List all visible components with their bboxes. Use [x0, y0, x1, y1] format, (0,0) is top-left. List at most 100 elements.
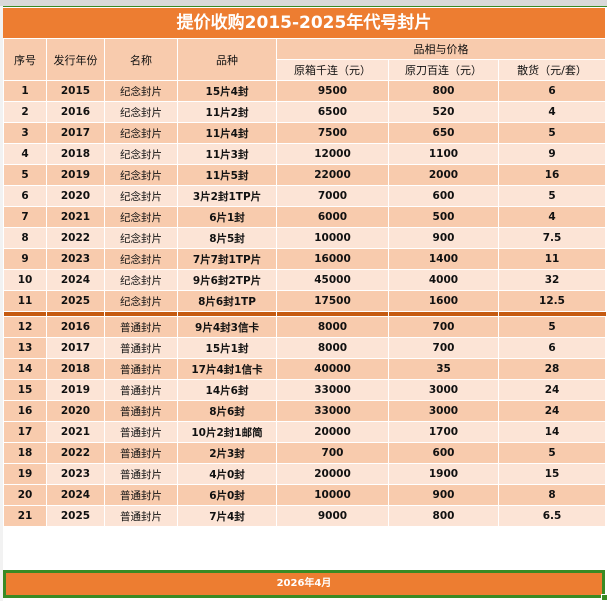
cell-name[interactable]: 纪念封片 — [104, 185, 178, 207]
cell-box-1000[interactable]: 7000 — [276, 185, 389, 207]
cell-box-1000[interactable]: 33000 — [276, 379, 389, 401]
footer-date-cell[interactable]: 2026年4月 — [3, 570, 605, 598]
cell-knife-100[interactable]: 500 — [388, 206, 499, 228]
cell-year[interactable]: 2019 — [46, 164, 105, 186]
cell-box-1000[interactable]: 9500 — [276, 80, 389, 102]
cell-index[interactable]: 3 — [3, 122, 47, 144]
cell-loose[interactable]: 15 — [497, 463, 607, 485]
cell-year[interactable]: 2025 — [46, 505, 105, 527]
cell-variety[interactable]: 6片1封 — [177, 206, 277, 228]
cell-knife-100[interactable]: 2000 — [388, 164, 499, 186]
cell-variety[interactable]: 11片5封 — [177, 164, 277, 186]
cell-knife-100[interactable]: 700 — [388, 316, 499, 338]
cell-year[interactable]: 2017 — [46, 337, 105, 359]
cell-index[interactable]: 7 — [3, 206, 47, 228]
cell-year[interactable]: 2016 — [46, 101, 105, 123]
cell-index[interactable]: 10 — [3, 269, 47, 291]
header-name[interactable]: 名称 — [104, 38, 178, 81]
cell-variety[interactable]: 2片3封 — [177, 442, 277, 464]
cell-variety[interactable]: 11片3封 — [177, 143, 277, 165]
cell-year[interactable]: 2018 — [46, 358, 105, 380]
header-year[interactable]: 发行年份 — [46, 38, 105, 81]
cell-name[interactable]: 纪念封片 — [104, 248, 178, 270]
cell-knife-100[interactable]: 1600 — [388, 290, 499, 312]
cell-year[interactable]: 2025 — [46, 290, 105, 312]
cell-knife-100[interactable]: 900 — [388, 227, 499, 249]
cell-variety[interactable]: 15片4封 — [177, 80, 277, 102]
cell-name[interactable]: 普通封片 — [104, 421, 178, 443]
cell-loose[interactable]: 24 — [497, 400, 607, 422]
cell-knife-100[interactable]: 700 — [388, 337, 499, 359]
cell-box-1000[interactable]: 8000 — [276, 316, 389, 338]
cell-box-1000[interactable]: 7500 — [276, 122, 389, 144]
cell-variety[interactable]: 9片4封3信卡 — [177, 316, 277, 338]
cell-box-1000[interactable]: 20000 — [276, 463, 389, 485]
cell-name[interactable]: 普通封片 — [104, 463, 178, 485]
cell-year[interactable]: 2024 — [46, 484, 105, 506]
cell-index[interactable]: 16 — [3, 400, 47, 422]
cell-knife-100[interactable]: 1100 — [388, 143, 499, 165]
header-variety[interactable]: 品种 — [177, 38, 277, 81]
cell-variety[interactable]: 8片5封 — [177, 227, 277, 249]
cell-box-1000[interactable]: 33000 — [276, 400, 389, 422]
cell-variety[interactable]: 11片4封 — [177, 122, 277, 144]
cell-year[interactable]: 2019 — [46, 379, 105, 401]
cell-name[interactable]: 普通封片 — [104, 358, 178, 380]
cell-name[interactable]: 纪念封片 — [104, 80, 178, 102]
header-group[interactable]: 品相与价格 — [275, 38, 607, 60]
cell-box-1000[interactable]: 12000 — [276, 143, 389, 165]
cell-name[interactable]: 纪念封片 — [104, 122, 178, 144]
cell-box-1000[interactable]: 40000 — [276, 358, 389, 380]
cell-variety[interactable]: 4片0封 — [177, 463, 277, 485]
cell-loose[interactable]: 12.5 — [497, 290, 607, 312]
cell-name[interactable]: 普通封片 — [104, 337, 178, 359]
cell-index[interactable]: 1 — [3, 80, 47, 102]
cell-index[interactable]: 9 — [3, 248, 47, 270]
cell-name[interactable]: 普通封片 — [104, 316, 178, 338]
cell-year[interactable]: 2022 — [46, 227, 105, 249]
cell-variety[interactable]: 9片6封2TP片 — [177, 269, 277, 291]
cell-name[interactable]: 纪念封片 — [104, 269, 178, 291]
cell-loose[interactable]: 16 — [497, 164, 607, 186]
header-index[interactable]: 序号 — [3, 38, 47, 81]
cell-index[interactable]: 19 — [3, 463, 47, 485]
cell-name[interactable]: 纪念封片 — [104, 164, 178, 186]
cell-index[interactable]: 4 — [3, 143, 47, 165]
cell-knife-100[interactable]: 900 — [388, 484, 499, 506]
cell-year[interactable]: 2020 — [46, 400, 105, 422]
cell-knife-100[interactable]: 3000 — [388, 400, 499, 422]
cell-index[interactable]: 17 — [3, 421, 47, 443]
cell-name[interactable]: 纪念封片 — [104, 290, 178, 312]
cell-year[interactable]: 2018 — [46, 143, 105, 165]
cell-box-1000[interactable]: 9000 — [276, 505, 389, 527]
cell-loose[interactable]: 5 — [497, 122, 607, 144]
cell-index[interactable]: 6 — [3, 185, 47, 207]
cell-box-1000[interactable]: 17500 — [276, 290, 389, 312]
cell-loose[interactable]: 6.5 — [497, 505, 607, 527]
cell-index[interactable]: 8 — [3, 227, 47, 249]
cell-index[interactable]: 11 — [3, 290, 47, 312]
cell-loose[interactable]: 6 — [497, 337, 607, 359]
cell-loose[interactable]: 4 — [497, 206, 607, 228]
cell-name[interactable]: 普通封片 — [104, 505, 178, 527]
cell-index[interactable]: 2 — [3, 101, 47, 123]
cell-knife-100[interactable]: 3000 — [388, 379, 499, 401]
cell-index[interactable]: 14 — [3, 358, 47, 380]
cell-year[interactable]: 2021 — [46, 421, 105, 443]
cell-year[interactable]: 2020 — [46, 185, 105, 207]
cell-name[interactable]: 普通封片 — [104, 442, 178, 464]
cell-box-1000[interactable]: 16000 — [276, 248, 389, 270]
cell-knife-100[interactable]: 800 — [388, 505, 499, 527]
fill-handle[interactable] — [601, 594, 607, 601]
cell-loose[interactable]: 5 — [497, 185, 607, 207]
cell-knife-100[interactable]: 650 — [388, 122, 499, 144]
cell-loose[interactable]: 28 — [497, 358, 607, 380]
cell-year[interactable]: 2015 — [46, 80, 105, 102]
cell-index[interactable]: 18 — [3, 442, 47, 464]
cell-variety[interactable]: 10片2封1邮简 — [177, 421, 277, 443]
cell-knife-100[interactable]: 600 — [388, 185, 499, 207]
cell-year[interactable]: 2022 — [46, 442, 105, 464]
cell-variety[interactable]: 8片6封1TP — [177, 290, 277, 312]
cell-box-1000[interactable]: 45000 — [276, 269, 389, 291]
cell-box-1000[interactable]: 20000 — [276, 421, 389, 443]
